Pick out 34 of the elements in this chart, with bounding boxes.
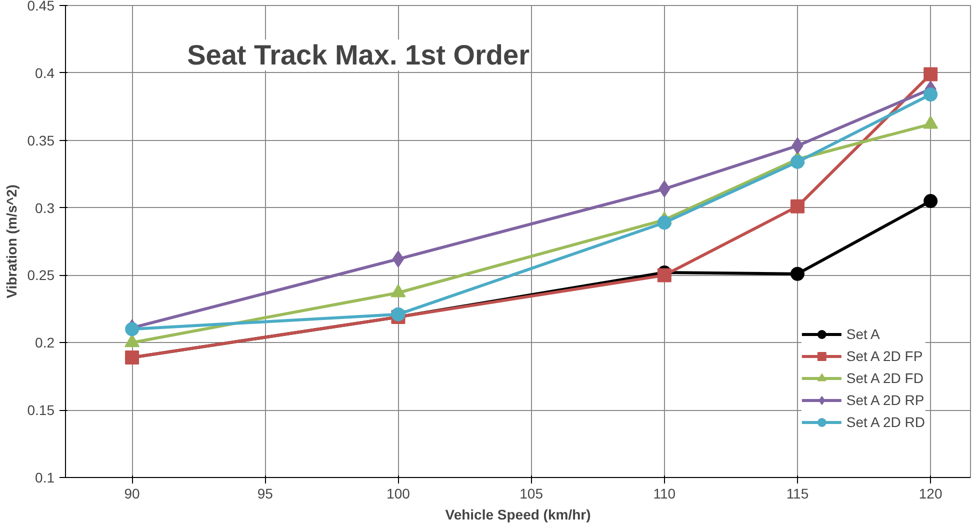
point: [125, 322, 140, 336]
x-tick-label: 115: [786, 486, 809, 502]
legend-label: Set A 2D RD: [846, 414, 925, 430]
x-tick-label: 120: [918, 486, 942, 502]
text: Seat Track Max. 1st Order: [187, 40, 530, 70]
y-tick-label: 0.3: [35, 200, 55, 216]
y-tick-label: 0.2: [35, 334, 55, 351]
y-tick-label: 0.35: [27, 132, 55, 148]
point: [790, 266, 804, 281]
point: [790, 154, 804, 169]
x-axis-title: Vehicle Speed (km/hr): [445, 506, 591, 522]
point: [790, 199, 804, 214]
point: [924, 67, 938, 82]
y-tick-label: 0.4: [35, 64, 55, 81]
point: [657, 268, 672, 282]
point: [924, 194, 938, 208]
legend-label: Set A 2D RP: [846, 392, 924, 408]
y-tick-label: 0.45: [27, 0, 55, 14]
y-tick-label: 0.1: [35, 470, 55, 486]
point: [392, 250, 404, 268]
legend-label: Set A 2D FD: [846, 370, 924, 386]
legend-label: Set A: [846, 326, 880, 342]
x-tick-label: 110: [653, 486, 676, 502]
point: [391, 307, 406, 322]
y-axis-title: Vibration (m/s^2): [3, 184, 20, 298]
x-tick-label: 95: [257, 486, 274, 502]
x-tick-label: 90: [124, 486, 140, 502]
y-tick-label: 0.25: [27, 267, 55, 284]
y-tick-label: 0.15: [27, 402, 55, 418]
x-tick-label: 100: [386, 486, 410, 502]
legend-label: Set A 2D FP: [846, 348, 923, 364]
point: [924, 88, 938, 102]
x-tick-label: 105: [520, 486, 544, 502]
point: [657, 216, 672, 230]
